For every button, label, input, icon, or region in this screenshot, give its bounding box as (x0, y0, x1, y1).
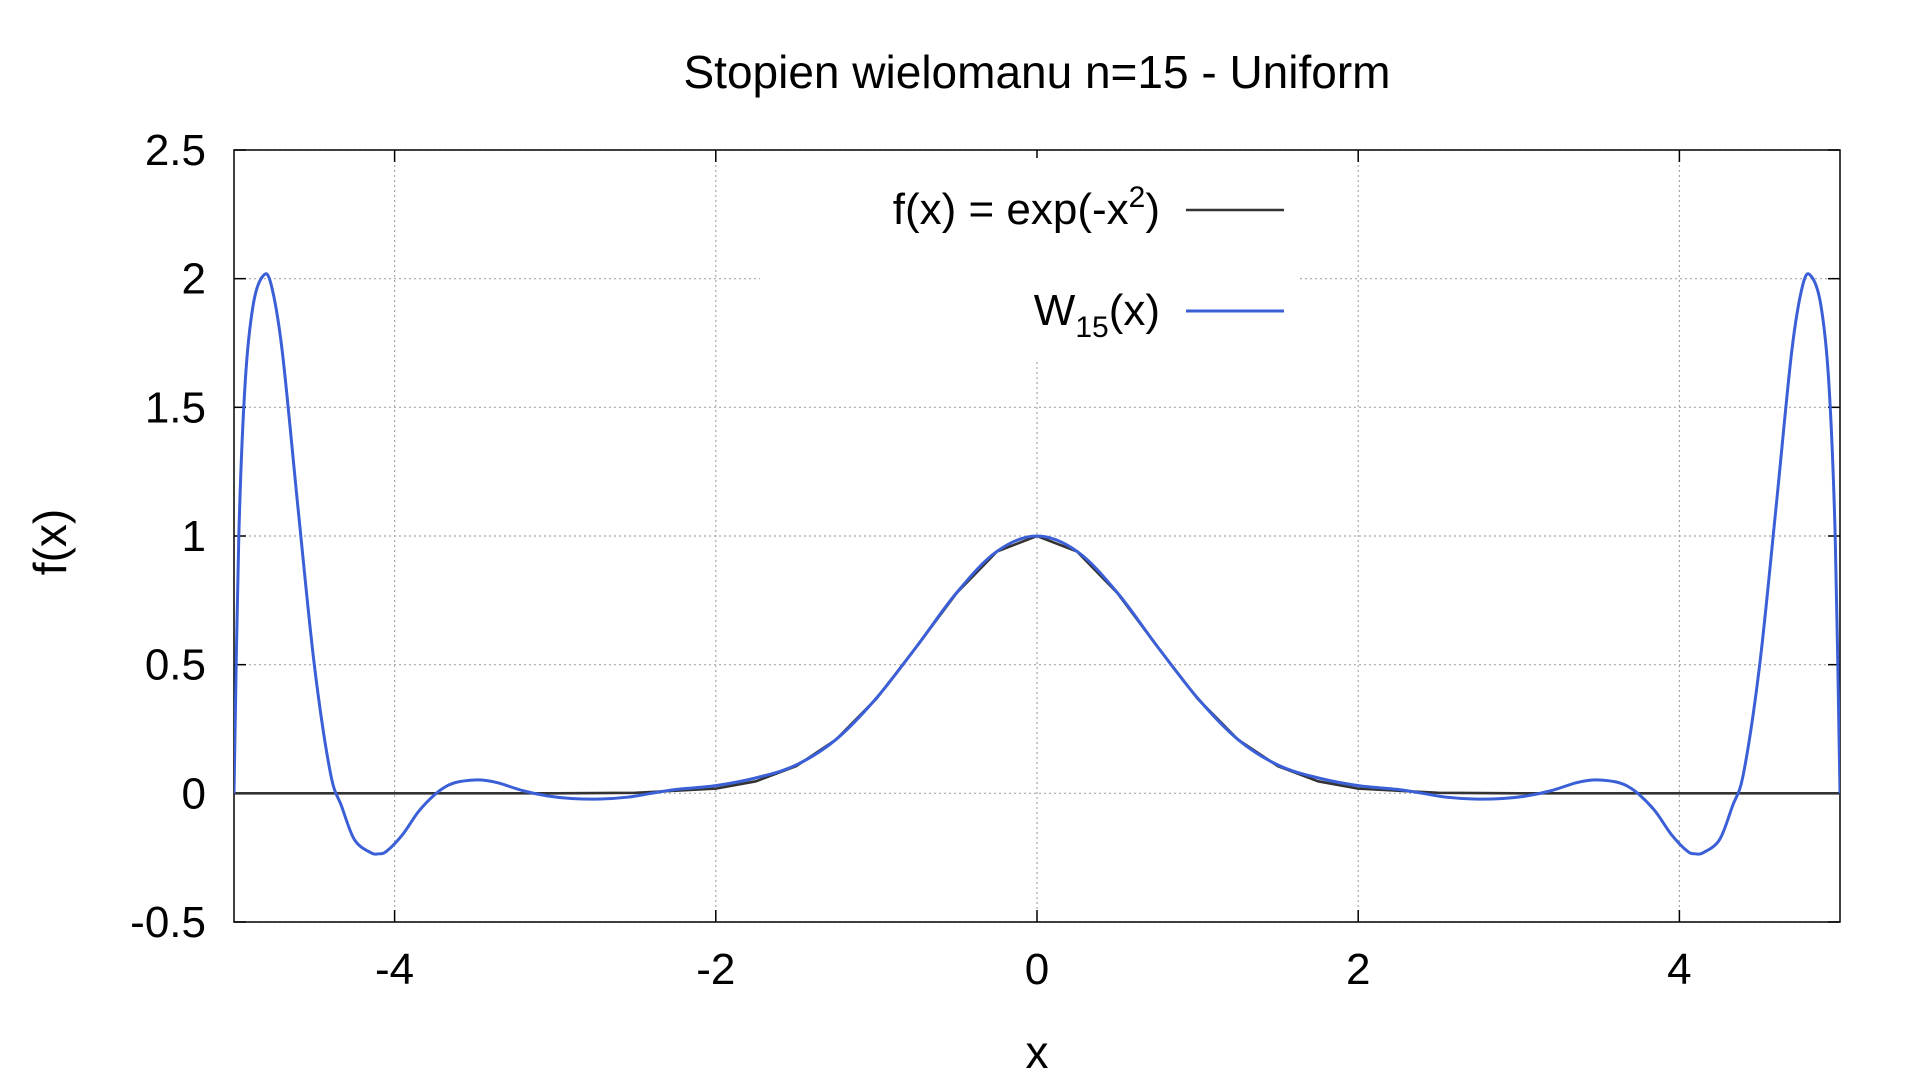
y-tick-label: 2 (182, 255, 206, 304)
series-line-w15 (234, 272, 1840, 856)
x-tick-label: -2 (696, 945, 735, 994)
grid-lines (234, 149, 1840, 923)
y-axis-label: f(x) (24, 509, 76, 575)
x-tick-label: 2 (1346, 945, 1370, 994)
x-axis-label: x (1026, 1026, 1049, 1078)
x-tick-label: 4 (1667, 945, 1691, 994)
y-tick-label: 1 (182, 512, 206, 561)
series-lines (234, 272, 1840, 856)
y-tick-label: 2.5 (145, 126, 206, 175)
x-tick-label: -4 (375, 945, 414, 994)
x-tick-label: 0 (1025, 945, 1049, 994)
legend-label-exp: f(x) = exp(-x2) (893, 181, 1160, 234)
legend: f(x) = exp(-x2) W15(x) (760, 158, 1300, 362)
y-tick-label: 0.5 (145, 641, 206, 690)
y-tick-label: 1.5 (145, 383, 206, 432)
legend-background (760, 158, 1300, 362)
chart-title: Stopien wielomanu n=15 - Uniform (684, 46, 1391, 98)
y-tick-label: -0.5 (130, 898, 206, 947)
legend-label-w15: W15(x) (1034, 286, 1160, 344)
axes: -4 -2 0 2 4 -0.5 0 0.5 1 1.5 2 2.5 (130, 126, 1841, 994)
y-tick-label: 0 (182, 769, 206, 818)
